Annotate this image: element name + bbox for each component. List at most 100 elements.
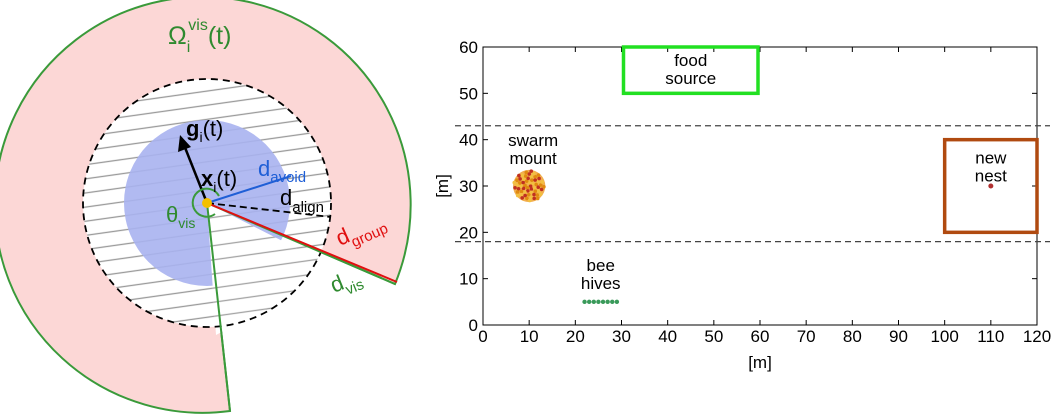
align-boundary <box>82 78 332 328</box>
swarm-bee <box>525 185 530 190</box>
swarm-bee <box>521 186 526 191</box>
swarm-bee <box>519 189 524 194</box>
swarm-bee <box>542 184 546 189</box>
swarm-bee <box>535 193 540 197</box>
swarm-bee <box>519 192 523 197</box>
swarm-bee <box>536 185 541 190</box>
swarm-bee <box>529 190 533 195</box>
x-tick-label: 80 <box>843 327 862 346</box>
swarm-bee <box>536 173 541 177</box>
swarm-bee <box>529 169 534 173</box>
swarm-bee <box>538 183 543 187</box>
d-group-line <box>206 202 398 283</box>
x-tick-label: 120 <box>1023 327 1051 346</box>
swarm-bee <box>518 177 522 181</box>
swarm-bee <box>515 178 519 183</box>
x-axis-label: [m] <box>748 353 772 372</box>
new-nest-label: new <box>975 149 1007 168</box>
heading-arrow <box>182 144 209 204</box>
x-tick-label: 0 <box>478 327 487 346</box>
swarm-mount-cluster <box>513 169 546 203</box>
swarm-bee <box>523 183 527 188</box>
x-tick-label: 110 <box>977 327 1004 346</box>
x-tick-label: 20 <box>566 327 585 346</box>
swarm-bee <box>533 174 537 179</box>
x-tick-label: 10 <box>520 327 539 346</box>
new-nest-box <box>942 137 1039 235</box>
swarm-mount-label: swarm <box>508 131 558 150</box>
swarm-bee <box>526 176 530 181</box>
swarm-bee <box>517 173 521 178</box>
swarm-bee <box>533 178 538 182</box>
bee-hive-point <box>582 299 587 305</box>
x-tick-label: 50 <box>704 327 723 346</box>
x-tick-label: 30 <box>612 327 631 346</box>
swarm-bee <box>526 189 530 193</box>
bee-hive-point <box>600 299 606 305</box>
swarm-bee <box>532 186 537 190</box>
swarm-bee <box>515 183 519 187</box>
agent-dot <box>202 198 212 208</box>
swarm-bee <box>535 196 540 201</box>
bee-hive-point <box>591 299 596 305</box>
new-nest-label: nest <box>975 167 1007 186</box>
bee-hives-label: bee <box>587 256 615 275</box>
swarm-bee <box>529 195 533 199</box>
swarm-bee <box>525 196 529 201</box>
swarm-bee <box>527 172 532 176</box>
swarm-bee <box>528 184 533 188</box>
d-align-line <box>206 202 332 218</box>
swarm-bee <box>531 171 536 176</box>
d-align-label: dalign <box>280 185 324 216</box>
new-nest-point <box>988 183 994 189</box>
x-label: xi(t) <box>201 166 237 195</box>
y-axis-label: [m] <box>433 174 452 198</box>
y-tick-label: 50 <box>459 84 478 103</box>
plot-frame <box>482 46 1038 326</box>
y-tick-label: 60 <box>459 38 478 57</box>
y-tick-label: 10 <box>459 270 478 289</box>
food-source-label: source <box>665 69 716 88</box>
swarm-bee <box>526 192 531 197</box>
food-source-label: food <box>674 51 707 70</box>
swarm-bee <box>531 181 535 186</box>
x-tick-label: 70 <box>797 327 816 346</box>
swarm-bee <box>527 198 532 203</box>
y-tick-label: 20 <box>459 223 478 242</box>
bee-hive-point <box>614 299 620 305</box>
swarm-bee <box>521 180 525 185</box>
swarm-bee <box>536 189 541 193</box>
food-source-box <box>621 45 760 96</box>
bee-hive-point <box>605 299 610 305</box>
swarm-bee <box>529 174 534 179</box>
swarm-bee <box>538 192 543 196</box>
swarm-bee <box>540 180 545 184</box>
swarm-bee <box>537 176 541 181</box>
y-tick-label: 30 <box>459 177 478 196</box>
x-tick-label: 100 <box>930 327 958 346</box>
d-avoid-line <box>206 175 292 204</box>
swarm-bee <box>520 196 524 200</box>
swarm-bee <box>533 189 538 193</box>
g-label: gi(t) <box>186 116 223 145</box>
swarm-bee <box>523 190 527 194</box>
swarm-bee <box>515 193 520 198</box>
swarm-bee <box>532 196 537 201</box>
x-tick-label: 40 <box>658 327 677 346</box>
swarm-bee <box>523 174 528 178</box>
swarm-bee <box>527 181 532 185</box>
y-tick-label: 0 <box>469 316 478 335</box>
agent-vision-diagram: Ωivis(t) gi(t) xi(t) θvis davoid dalign … <box>0 0 412 414</box>
swarm-bee <box>513 185 517 190</box>
swarm-bee <box>524 179 529 183</box>
bee-hive-point <box>586 299 592 305</box>
omega-label: Ωivis(t) <box>168 17 231 56</box>
swarm-bee <box>523 193 527 198</box>
bee-hive-point <box>596 299 601 305</box>
swarm-bee <box>516 186 521 191</box>
swarm-bee <box>515 190 520 194</box>
swarm-bee <box>530 178 534 182</box>
x-tick-label: 60 <box>751 327 770 346</box>
bee-hive-point <box>610 299 615 305</box>
swarm-bee <box>532 192 536 197</box>
